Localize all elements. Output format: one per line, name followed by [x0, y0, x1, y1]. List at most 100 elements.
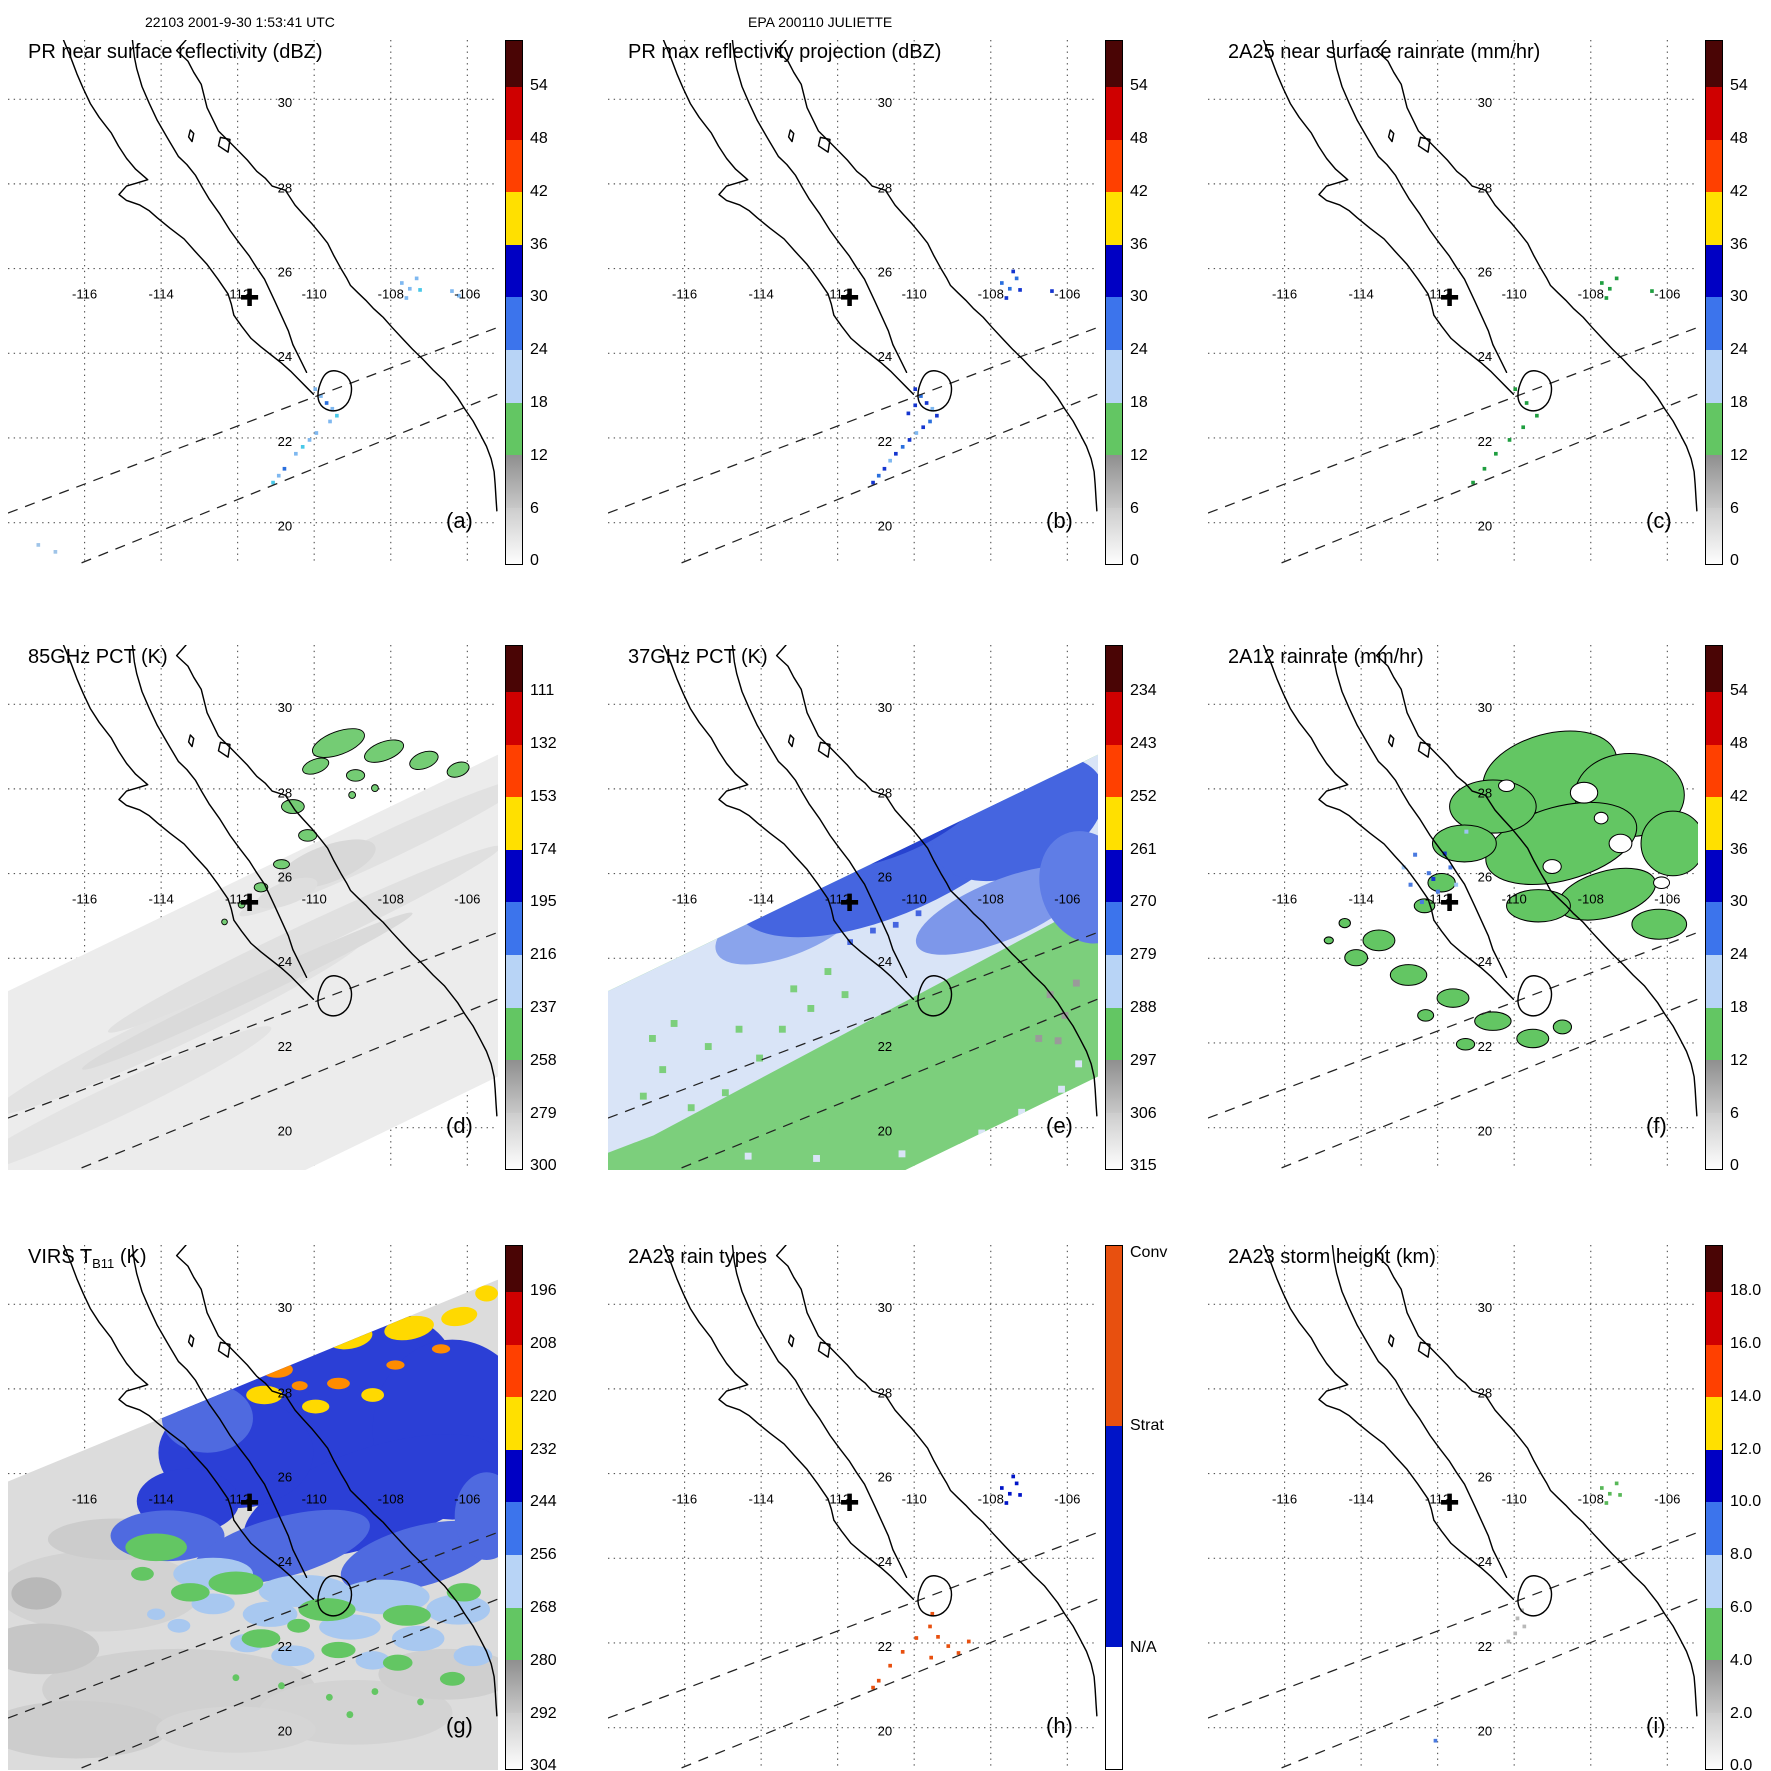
colorbar-tick-label: 132	[530, 735, 557, 752]
panel-i-letter: (i)	[1646, 1713, 1666, 1738]
colorbar-tick-label: 252	[1130, 787, 1157, 805]
colorbar-tick-label: 54	[530, 77, 548, 95]
colorbar-tick-label: 304	[530, 1757, 557, 1771]
colorbar-strip	[1105, 1245, 1123, 1770]
colorbar-tick-label: 24	[1130, 341, 1148, 359]
green-speckles	[639, 968, 966, 1146]
colorbar-tick-label: 42	[530, 182, 548, 200]
colorbar-strip	[1105, 645, 1123, 1170]
colorbar-strip	[1705, 1245, 1723, 1770]
colorbar-tick-label: 6	[1730, 1104, 1739, 1122]
colorbar-tick-label: 237	[530, 999, 557, 1017]
map-a	[8, 40, 498, 565]
panel-d-letter: (d)	[446, 1113, 473, 1138]
colorbar-tick-label: 4.0	[1730, 1651, 1753, 1669]
colorbar-tick-label: 232	[530, 1440, 557, 1458]
colorbar-tick-label: 24	[530, 341, 548, 359]
colorbar-tick-label: 54	[1130, 77, 1148, 95]
colorbar-tick-label: 6	[1730, 499, 1739, 517]
colorbar-e: 234 243 252 261 270 279 288 297 306 315	[1105, 645, 1197, 1174]
colorbar-tick-label: 6	[1130, 499, 1139, 517]
map-c	[1208, 40, 1698, 565]
colorbar-tick-label: 30	[1730, 288, 1748, 306]
colorbar-tick-label: 48	[1730, 130, 1748, 147]
map-g	[8, 1245, 498, 1770]
panel-g: VIRS TB11 (K)	[0, 1205, 600, 1771]
warm-cloud-fringes	[125, 1533, 481, 1719]
panel-i: 2A23 storm height (km) 18.0 16.0 14.0 12.0 1…	[1200, 1205, 1771, 1771]
colorbar-tick-label: 30	[1130, 288, 1148, 306]
colorbar-tick-label: 24	[1730, 946, 1748, 964]
colorbar-tick-label: 10.0	[1730, 1493, 1762, 1511]
colorbar-tick-label: 261	[1130, 840, 1157, 858]
panel-b: PR max reflectivity projection (dBZ) 54 4…	[600, 0, 1200, 600]
rainrate-pixels	[1471, 276, 1654, 485]
colorbar-tick-label: 279	[1130, 946, 1157, 964]
colorbar-tick-label: 0	[1730, 1157, 1739, 1175]
colorbar-strip	[1705, 645, 1723, 1170]
colorbar-tick-label: 288	[1130, 999, 1157, 1017]
reflectivity-echo-pixels	[36, 276, 461, 554]
colorbar-tick-label: 18.0	[1730, 1282, 1762, 1300]
colorbar-tick-label: 0	[1730, 552, 1739, 570]
map-e	[608, 645, 1098, 1170]
colorbar-tick-label: 42	[1130, 182, 1148, 200]
colorbar-tick-label: 234	[1130, 682, 1157, 700]
colorbar-tick-label: 195	[530, 893, 557, 911]
colorbar-strip	[1105, 40, 1123, 565]
colorbar-tick-label: 8.0	[1730, 1546, 1753, 1564]
colorbar-tick-label: 18	[1130, 394, 1148, 412]
colorbar-tick-label: 54	[1730, 77, 1748, 95]
colorbar-g: 196 208 220 232 244 256 268 280 292 304	[505, 1245, 597, 1771]
map-b	[608, 40, 1098, 565]
colorbar-tick-label: 18	[1730, 999, 1748, 1017]
colorbar-tick-label: 300	[530, 1157, 557, 1175]
colorbar-tick-label: 256	[530, 1546, 557, 1564]
colorbar-f: 54 48 42 36 30 24 18 12 6 0	[1705, 645, 1771, 1174]
colorbar-tick-label: 6	[530, 499, 539, 517]
panel-b-title: PR max reflectivity projection (dBZ)	[628, 41, 942, 63]
panel-f-letter: (f)	[1646, 1113, 1667, 1138]
colorbar-tick-label: 258	[530, 1051, 557, 1069]
colorbar-tick-label: 196	[530, 1282, 557, 1300]
map-i	[1208, 1245, 1698, 1770]
colorbar-strip	[505, 645, 523, 1170]
colorbar-tick-label: 12	[530, 446, 548, 464]
colorbar-tick-label: 2.0	[1730, 1704, 1753, 1722]
orbit-timestamp: 22103 2001-9-30 1:53:41 UTC	[145, 14, 335, 30]
colorbar-tick-label: 268	[530, 1599, 557, 1617]
colorbar-h: Conv Strat N/A	[1105, 1244, 1197, 1770]
colorbar-tick-label: 6.0	[1730, 1599, 1753, 1617]
tmi-85ghz-swath	[8, 754, 498, 1170]
colorbar-tick-label: 48	[530, 130, 548, 147]
panel-c: 2A25 near surface rainrate (mm/hr) 54 48 4…	[1200, 0, 1771, 600]
colorbar-tick-label: 292	[530, 1704, 557, 1722]
map-h	[608, 1245, 1098, 1770]
panel-h-title: 2A23 rain types	[628, 1246, 767, 1268]
85ghz-ice-scatter-patches	[221, 728, 470, 926]
panel-h-letter: (h)	[1046, 1713, 1073, 1738]
colorbar-tick-label: 36	[1130, 235, 1148, 253]
colorbar-tick-label: 216	[530, 946, 557, 964]
colorbar-tick-label: 297	[1130, 1051, 1157, 1069]
storm-title: EPA 200110 JULIETTE	[748, 14, 893, 30]
colorbar-tick-label: 12	[1730, 446, 1748, 464]
colorbar-tick-label: 12	[1130, 446, 1148, 464]
colorbar-tick-label: 0	[530, 552, 539, 570]
colorbar-tick-label: 36	[1730, 840, 1748, 858]
colorbar-tick-label: 48	[1730, 735, 1748, 752]
colorbar-tick-label: 48	[1130, 130, 1148, 147]
colorbar-tick-label: 16.0	[1730, 1335, 1762, 1352]
colorbar-tick-label: 306	[1130, 1104, 1157, 1122]
max-reflectivity-echo-pixels	[871, 269, 1054, 485]
panel-f-title: 2A12 rainrate (mm/hr)	[1228, 646, 1424, 668]
no-rain-holes	[1498, 779, 1671, 889]
virs-ir-swath	[8, 1279, 498, 1770]
colorbar-tick-label: 30	[1730, 893, 1748, 911]
colorbar-tick-label: 12	[1730, 1051, 1748, 1069]
colorbar-strip	[505, 40, 523, 565]
colorbar-tick-label: 36	[530, 235, 548, 253]
panel-a: PR near surface reflectivity (dBZ) 54 48 4…	[0, 0, 600, 600]
colorbar-tick-label: 315	[1130, 1157, 1157, 1175]
